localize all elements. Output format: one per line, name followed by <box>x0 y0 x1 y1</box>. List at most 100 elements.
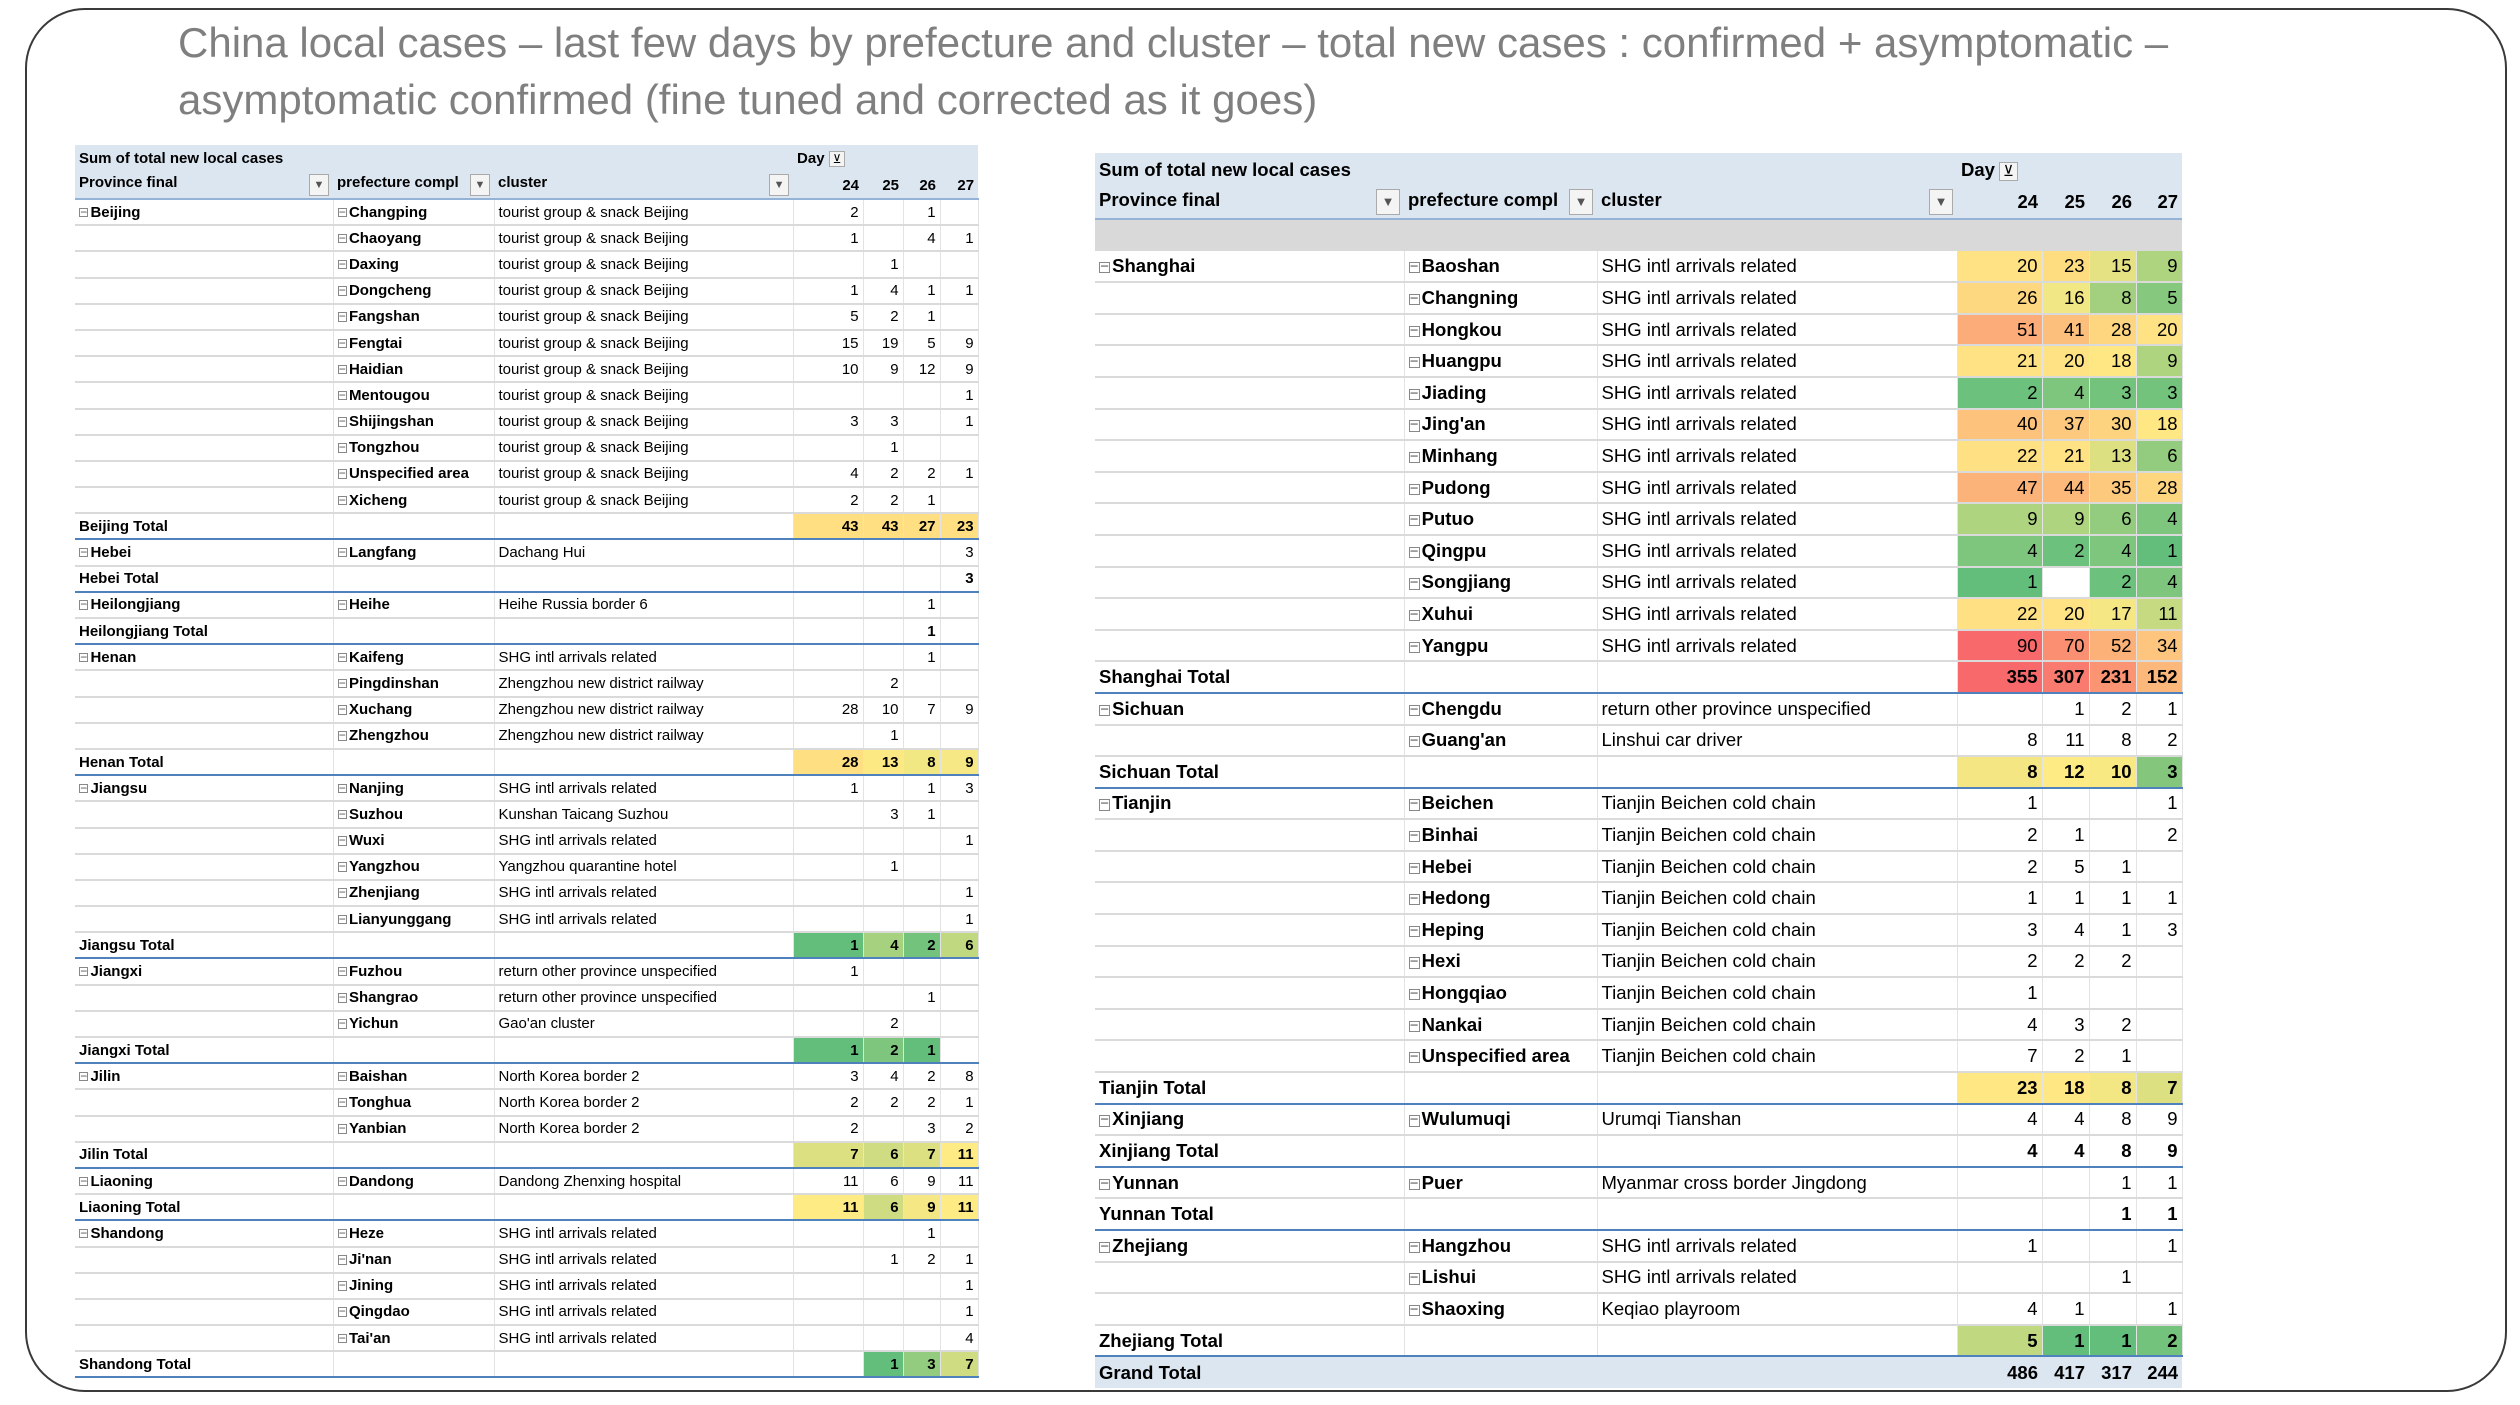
value-cell-day-25[interactable]: 2 <box>863 1010 904 1039</box>
prefecture-cell[interactable]: − Wuxi <box>333 827 495 855</box>
value-cell-day-26[interactable]: 1 <box>903 277 941 305</box>
collapse-minus-icon[interactable]: − <box>1408 480 1420 497</box>
value-cell-day-25[interactable] <box>863 591 904 620</box>
filter-icon[interactable]: ⊻ <box>1998 161 2018 181</box>
value-cell-day-25[interactable]: 19 <box>863 329 904 358</box>
value-cell-day-25[interactable]: 4 <box>863 277 904 305</box>
collapse-minus-icon[interactable]: − <box>337 780 347 795</box>
prefecture-cell[interactable]: − Kaifeng <box>333 644 495 672</box>
value-cell-day-24[interactable]: 1 <box>793 775 864 803</box>
value-cell-day-27[interactable] <box>940 853 979 881</box>
prefecture-cell[interactable]: − Yichun <box>333 1010 495 1039</box>
value-cell-day-27[interactable]: 3 <box>2136 914 2183 947</box>
prefecture-cell[interactable]: − Tai'an <box>333 1325 495 1353</box>
value-cell-day-27[interactable] <box>940 616 979 646</box>
collapse-minus-icon[interactable]: − <box>337 990 347 1005</box>
value-cell-day-24[interactable]: 15 <box>793 329 864 358</box>
value-cell-day-27[interactable] <box>940 644 979 672</box>
value-cell-day-24[interactable]: 1 <box>793 277 864 305</box>
collapse-minus-icon[interactable]: − <box>1408 543 1420 560</box>
prefecture-cell[interactable]: − Baishan <box>333 1063 495 1091</box>
value-cell-day-24[interactable]: 11 <box>793 1167 864 1196</box>
value-cell-day-27[interactable]: 2 <box>940 1115 979 1143</box>
prefecture-cell[interactable]: − Hedong <box>1404 882 1598 916</box>
value-cell-day-27[interactable]: 9 <box>2136 345 2183 378</box>
prefecture-cell[interactable]: − Fangshan <box>333 303 495 331</box>
value-cell-day-25[interactable]: 4 <box>863 931 904 960</box>
value-cell-day-24[interactable] <box>793 564 864 593</box>
value-cell-day-24[interactable] <box>793 434 864 462</box>
value-cell-day-26[interactable]: 15 <box>2089 250 2137 284</box>
value-cell-day-24[interactable]: 1 <box>1957 977 2043 1010</box>
value-cell-day-24[interactable] <box>793 1246 864 1274</box>
value-cell-day-24[interactable]: 28 <box>793 696 864 724</box>
value-cell-day-24[interactable]: 4 <box>1957 534 2043 568</box>
value-cell-day-26[interactable]: 28 <box>2089 313 2137 347</box>
collapse-minus-icon[interactable]: − <box>1408 986 1420 1003</box>
value-cell-day-24[interactable] <box>793 827 864 855</box>
prefecture-cell[interactable]: − Heihe <box>333 591 495 620</box>
value-cell-day-27[interactable]: 1 <box>940 827 979 855</box>
value-cell-day-26[interactable]: 1 <box>2089 1166 2137 1200</box>
collapse-minus-icon[interactable]: − <box>1408 1270 1420 1287</box>
value-cell-day-27[interactable]: 3 <box>940 775 979 803</box>
value-cell-day-25[interactable]: 1 <box>2042 882 2090 916</box>
value-cell-day-27[interactable]: 8 <box>940 1063 979 1091</box>
province-cell[interactable]: − Jilin <box>75 1063 334 1091</box>
value-cell-day-24[interactable] <box>793 616 864 646</box>
value-cell-day-25[interactable]: 2 <box>2042 534 2090 568</box>
prefecture-cell[interactable]: − Yangzhou <box>333 853 495 881</box>
value-cell-day-24[interactable]: 3 <box>1957 914 2043 947</box>
value-cell-day-25[interactable]: 4 <box>2042 914 2090 947</box>
value-cell-day-24[interactable]: 1 <box>1957 566 2043 600</box>
value-cell-day-27[interactable] <box>2136 1040 2183 1074</box>
value-cell-day-24[interactable]: 355 <box>1957 660 2043 694</box>
value-cell-day-25[interactable]: 1 <box>863 434 904 462</box>
collapse-minus-icon[interactable]: − <box>337 466 347 481</box>
value-cell-day-25[interactable]: 3 <box>863 408 904 436</box>
value-cell-day-25[interactable] <box>863 958 904 986</box>
value-cell-day-24[interactable] <box>793 251 864 279</box>
value-cell-day-27[interactable]: 1 <box>2136 882 2183 916</box>
prefecture-cell[interactable]: − Fengtai <box>333 329 495 358</box>
collapse-minus-icon[interactable]: − <box>1408 1238 1420 1255</box>
value-cell-day-26[interactable]: 4 <box>903 225 941 253</box>
value-cell-day-26[interactable]: 7 <box>903 696 941 724</box>
collapse-minus-icon[interactable]: − <box>1099 796 1111 813</box>
value-cell-day-24[interactable] <box>793 853 864 881</box>
value-cell-day-25[interactable]: 4 <box>2042 1134 2090 1168</box>
prefecture-cell[interactable]: − Tonghua <box>333 1089 495 1117</box>
value-cell-day-27[interactable] <box>940 303 979 331</box>
prefecture-cell[interactable]: − Putuo <box>1404 503 1598 536</box>
prefecture-cell[interactable]: − Xuhui <box>1404 598 1598 631</box>
value-cell-day-26[interactable]: 3 <box>903 1350 941 1379</box>
value-cell-day-25[interactable]: 1 <box>863 722 904 750</box>
collapse-minus-icon[interactable]: − <box>1408 322 1420 339</box>
value-cell-day-27[interactable]: 1 <box>940 906 979 934</box>
value-cell-day-24[interactable]: 2 <box>1957 376 2043 410</box>
value-cell-day-24[interactable] <box>793 1010 864 1039</box>
value-cell-day-26[interactable]: 4 <box>2089 534 2137 568</box>
value-cell-day-25[interactable]: 18 <box>2042 1071 2090 1105</box>
value-cell-day-27[interactable] <box>2136 1261 2183 1295</box>
value-cell-day-25[interactable]: 3 <box>2042 1008 2090 1042</box>
value-cell-day-24[interactable] <box>793 539 864 567</box>
province-cell[interactable]: − Jiangsu <box>75 775 334 803</box>
value-cell-day-27[interactable]: 20 <box>2136 313 2183 347</box>
value-cell-day-27[interactable] <box>2136 977 2183 1010</box>
value-cell-day-26[interactable] <box>903 408 941 436</box>
collapse-minus-icon[interactable]: − <box>1408 606 1420 623</box>
prefecture-cell[interactable]: − Suzhou <box>333 801 495 829</box>
value-cell-day-27[interactable]: 1 <box>2136 787 2183 821</box>
value-cell-day-25[interactable]: 2 <box>863 303 904 331</box>
value-cell-day-26[interactable]: 2 <box>2089 692 2137 726</box>
value-cell-day-25[interactable]: 2 <box>2042 945 2090 979</box>
collapse-minus-icon[interactable]: − <box>337 309 347 324</box>
value-cell-day-24[interactable]: 1 <box>793 1035 864 1065</box>
value-cell-day-25[interactable]: 1 <box>2042 1323 2090 1358</box>
value-cell-day-26[interactable] <box>903 879 941 908</box>
collapse-minus-icon[interactable]: − <box>1408 448 1420 465</box>
value-cell-day-26[interactable]: 231 <box>2089 660 2137 694</box>
prefecture-cell[interactable]: − Haidian <box>333 356 495 384</box>
collapse-minus-icon[interactable]: − <box>337 414 347 429</box>
